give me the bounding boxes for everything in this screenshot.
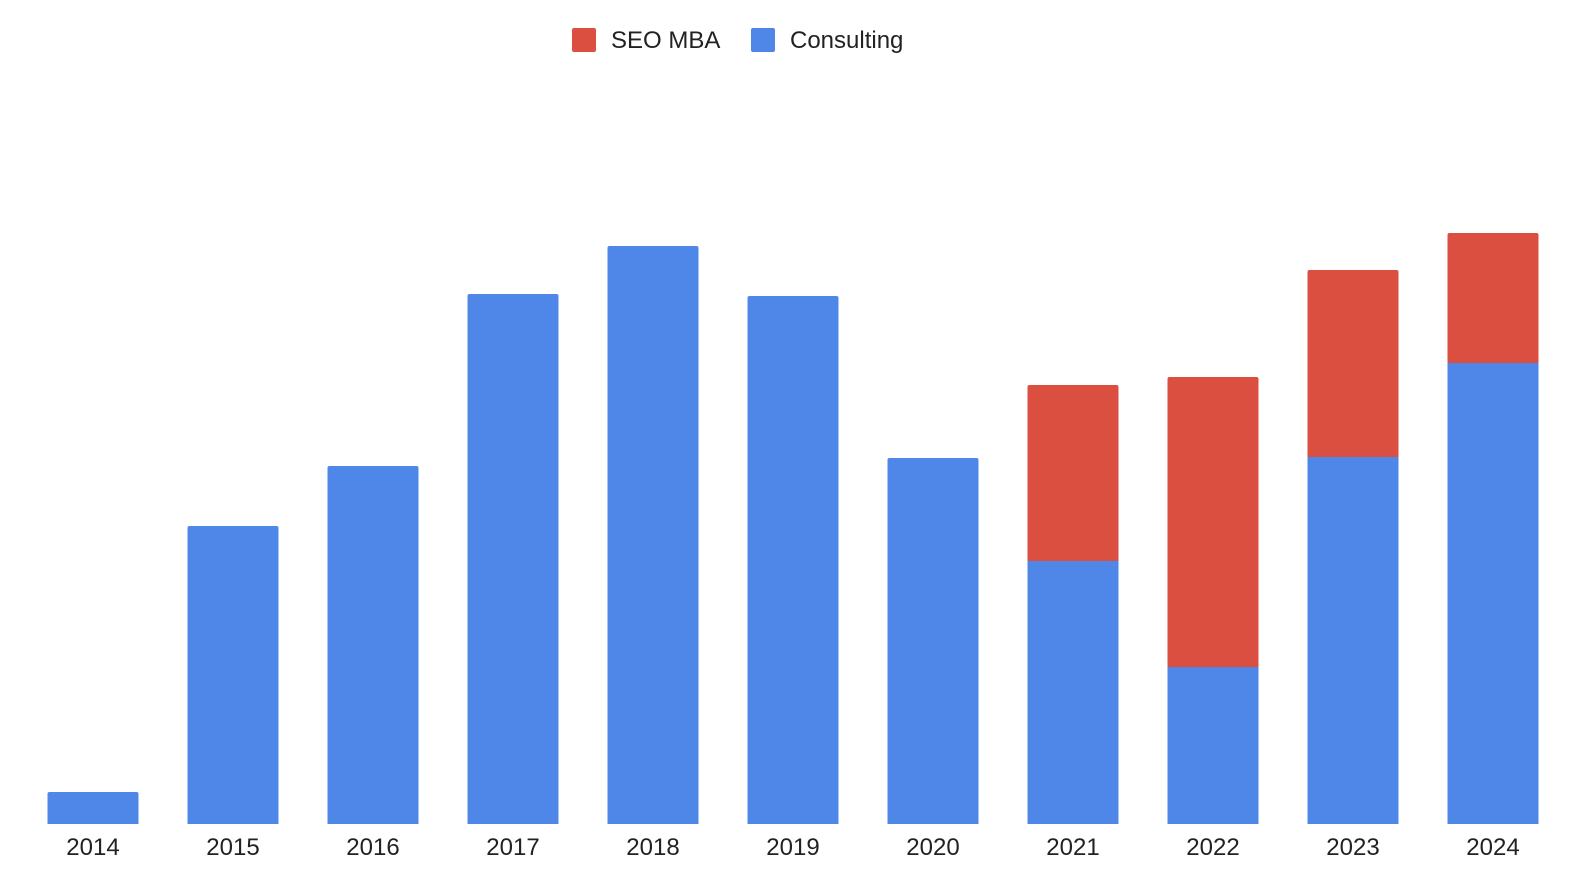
bar-seo-mba-2024 — [1447, 233, 1539, 363]
x-tick-label-2016: 2016 — [346, 834, 399, 861]
bar-consulting-2014 — [47, 792, 139, 824]
x-tick-label-2024: 2024 — [1466, 834, 1519, 861]
bar-consulting-2015 — [187, 526, 279, 824]
legend-label-seo-mba: SEO MBA — [611, 27, 720, 54]
x-tick-label-2020: 2020 — [906, 834, 959, 861]
legend-swatch-consulting — [751, 28, 775, 52]
x-tick-label-2019: 2019 — [766, 834, 819, 861]
bar-consulting-2017 — [467, 294, 559, 824]
bar-consulting-2022 — [1167, 667, 1259, 824]
legend-swatch-seo-mba — [572, 28, 596, 52]
x-tick-label-2017: 2017 — [486, 834, 539, 861]
bar-consulting-2023 — [1307, 457, 1399, 824]
x-tick-label-2014: 2014 — [66, 834, 119, 861]
bar-seo-mba-2021 — [1027, 385, 1119, 561]
bars-group — [47, 233, 1539, 824]
bar-consulting-2020 — [887, 458, 979, 824]
bar-seo-mba-2022 — [1167, 377, 1259, 667]
bar-consulting-2021 — [1027, 561, 1119, 824]
x-tick-label-2021: 2021 — [1046, 834, 1099, 861]
x-tick-label-2015: 2015 — [206, 834, 259, 861]
bar-consulting-2016 — [327, 466, 419, 824]
bar-consulting-2024 — [1447, 363, 1539, 824]
bar-consulting-2018 — [607, 246, 699, 824]
x-tick-label-2023: 2023 — [1326, 834, 1379, 861]
x-axis-tick-labels: 2014 2015 2016 2017 2018 2019 2020 2021 2022 2023… — [66, 834, 1519, 861]
x-tick-label-2018: 2018 — [626, 834, 679, 861]
legend-label-consulting: Consulting — [790, 27, 903, 54]
bar-consulting-2019 — [747, 296, 839, 824]
x-tick-label-2022: 2022 — [1186, 834, 1239, 861]
bar-seo-mba-2023 — [1307, 270, 1399, 457]
chart-legend: SEO MBA Consulting — [572, 27, 903, 54]
